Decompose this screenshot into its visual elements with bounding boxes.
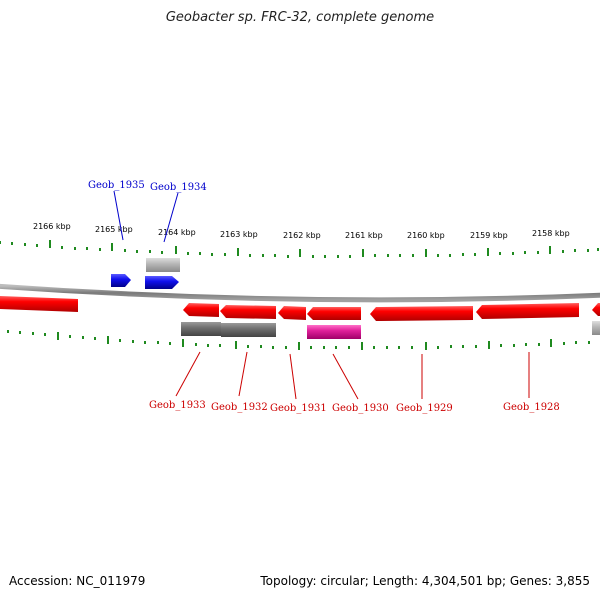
gene-geob-1935[interactable]	[111, 274, 131, 287]
gray-feature	[592, 321, 600, 335]
accession-text: Accession: NC_011979	[9, 574, 146, 588]
gene-partial-left[interactable]	[0, 296, 78, 312]
tick-label: 2163 kbp	[220, 230, 258, 239]
tick-label: 2164 kbp	[158, 228, 196, 237]
gene-geob-1929[interactable]	[370, 306, 473, 321]
gene-geob-1928[interactable]	[476, 303, 579, 319]
gene-label[interactable]: Geob_1931	[270, 403, 327, 414]
gene-geob-1931[interactable]	[278, 306, 306, 320]
gene-geob-1932[interactable]	[220, 305, 276, 319]
label-leaders	[113, 190, 530, 400]
tick-label: 2159 kbp	[470, 231, 508, 240]
gene-geob-1933[interactable]	[183, 303, 219, 317]
tick-label: 2162 kbp	[283, 231, 321, 240]
gene-label[interactable]: Geob_1933	[149, 400, 206, 411]
gene-label[interactable]: Geob_1930	[332, 403, 389, 414]
gene-label[interactable]: Geob_1934	[150, 182, 207, 193]
gene-partial-right[interactable]	[592, 303, 600, 316]
tick-label: 2161 kbp	[345, 231, 383, 240]
gray-feature	[221, 323, 276, 337]
rna-feature	[307, 325, 361, 339]
tick-label: 2158 kbp	[532, 229, 570, 238]
outer-tick-row	[0, 240, 599, 258]
tick-label: 2165 kbp	[95, 225, 133, 234]
tick-label: 2160 kbp	[407, 231, 445, 240]
gene-label[interactable]: Geob_1928	[503, 402, 560, 413]
gene-label[interactable]: Geob_1935	[88, 180, 145, 191]
inner-tick-row	[7, 330, 590, 350]
genome-backbone	[0, 283, 600, 303]
genome-summary-text: Topology: circular; Length: 4,304,501 bp…	[260, 574, 590, 588]
tick-label: 2166 kbp	[33, 222, 71, 231]
gene-label[interactable]: Geob_1932	[211, 402, 268, 413]
gray-feature	[146, 258, 180, 272]
map-title: Geobacter sp. FRC-32, complete genome	[165, 10, 435, 25]
gene-geob-1934[interactable]	[145, 276, 179, 289]
gene-geob-1930[interactable]	[307, 307, 361, 320]
gene-label[interactable]: Geob_1929	[396, 403, 453, 414]
gray-feature	[181, 322, 221, 336]
